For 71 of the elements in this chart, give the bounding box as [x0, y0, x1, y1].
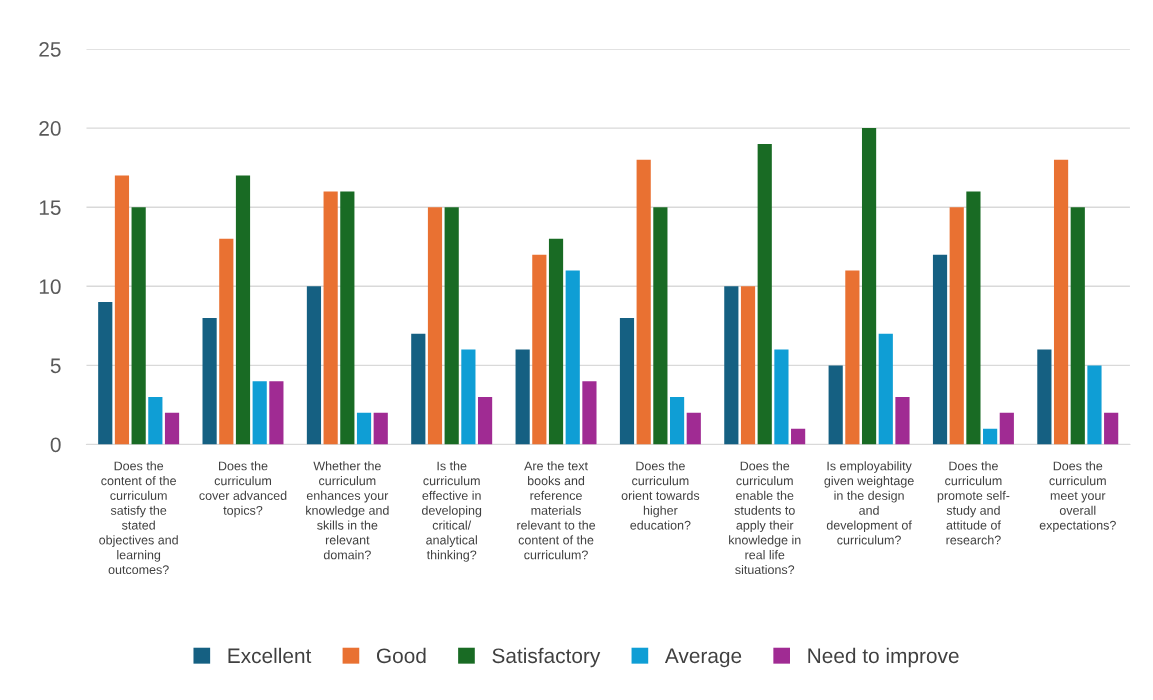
bar [444, 207, 459, 445]
bar [515, 349, 530, 445]
bar [791, 428, 806, 445]
bar [861, 128, 877, 445]
bar [828, 365, 843, 445]
bar [895, 397, 910, 445]
bar [878, 333, 893, 445]
bar [619, 317, 635, 445]
bar [427, 207, 443, 445]
x-tick-label: Does the curriculum meet your overall expectations? [1039, 461, 1116, 533]
bar [983, 428, 998, 445]
bar [636, 159, 651, 445]
bar [1104, 412, 1119, 445]
bar [164, 412, 180, 445]
bar [202, 317, 217, 445]
legend-label: Satisfactory [492, 647, 601, 668]
bar [411, 333, 426, 445]
bar [219, 238, 234, 445]
x-tick-label: Does the curriculum cover advanced topics? [199, 461, 287, 518]
bar [548, 238, 564, 445]
y-tick-label: 20 [39, 121, 61, 136]
y-tick-label: 5 [50, 358, 61, 374]
bar [932, 254, 948, 445]
bar [148, 397, 163, 445]
y-tick-label: 15 [39, 200, 61, 215]
bar [1053, 159, 1069, 445]
x-tick-label: Is the curriculum effective in developing critical/ analytical thinking? [421, 461, 482, 562]
bar [724, 286, 739, 445]
bar [252, 381, 267, 445]
bar [269, 381, 284, 445]
legend-label: Good [376, 647, 426, 664]
y-tick-label: 25 [39, 42, 61, 57]
bar [340, 191, 355, 445]
bar [461, 349, 476, 445]
bar [565, 270, 580, 445]
x-tick-label: Does the curriculum promote self- study and attitude of research? [937, 461, 1010, 545]
bar [845, 270, 860, 445]
bar [669, 397, 685, 445]
bar [966, 191, 981, 445]
bar [686, 412, 701, 445]
legend-label: Need to improve [808, 647, 959, 668]
bar [235, 175, 251, 445]
bar [356, 412, 372, 445]
bar [757, 143, 772, 445]
x-tick-label: Does the curriculum orient towards higher education? [621, 461, 700, 530]
bar [653, 207, 668, 445]
x-tick-label: Whether the curriculum enhances your knowledge and skills in the relevant domain? [306, 461, 389, 560]
bar [582, 381, 597, 445]
bar [1037, 349, 1052, 445]
bar [1087, 365, 1102, 445]
y-tick-label: 10 [39, 279, 61, 295]
bar [114, 175, 130, 445]
legend-label: Excellent [228, 647, 312, 664]
bar [373, 412, 388, 445]
y-tick-label: 0 [50, 437, 61, 453]
bar [532, 254, 547, 445]
bar [774, 349, 789, 445]
bar [740, 286, 756, 445]
x-tick-label: Does the curriculum enable the students to apply their knowledge in real life situations? [729, 461, 801, 575]
bar [98, 302, 113, 445]
legend-label: Average [664, 648, 742, 668]
bar [999, 412, 1014, 445]
bar [949, 207, 964, 445]
x-tick-label: Does the content of the curriculum satisfy the stated objectives and learning outcomes? [99, 461, 178, 575]
bar [323, 191, 338, 445]
x-tick-label: Are the text books and reference materials relevant to the content of the curriculum? [517, 461, 596, 560]
bar [1070, 207, 1085, 445]
bar [131, 207, 146, 445]
bar [477, 397, 493, 445]
bar [306, 286, 322, 445]
x-tick-label: Is employability given weightage in the design and development of curriculum? [824, 461, 914, 545]
